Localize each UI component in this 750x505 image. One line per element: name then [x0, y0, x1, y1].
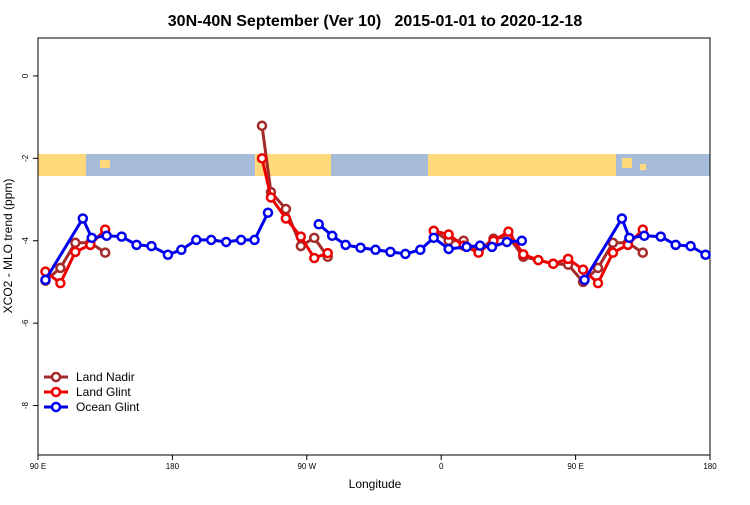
data-point — [474, 240, 486, 251]
y-tick-label: -2 — [21, 154, 30, 162]
data-point — [577, 264, 589, 275]
data-point — [191, 234, 202, 246]
data-point — [637, 247, 649, 258]
data-point — [461, 241, 472, 253]
data-point — [547, 258, 559, 270]
data-point — [443, 229, 454, 240]
data-point — [77, 213, 89, 224]
x-tick-label: 0 — [439, 462, 444, 471]
data-point — [205, 234, 217, 246]
map-strip — [38, 154, 710, 176]
data-point — [116, 231, 127, 242]
data-point — [385, 246, 396, 258]
data-point — [176, 244, 187, 256]
data-point — [370, 244, 381, 256]
data-point — [235, 234, 247, 246]
data-point — [280, 203, 292, 215]
y-tick-label: -6 — [21, 319, 30, 327]
data-point — [70, 246, 81, 258]
data-point — [415, 244, 426, 256]
data-point — [131, 239, 142, 251]
data-point — [309, 232, 320, 244]
data-point — [592, 262, 604, 274]
data-point — [516, 235, 528, 246]
data-point — [309, 252, 320, 264]
data-point — [518, 249, 529, 260]
data-point — [70, 237, 81, 249]
legend-marker — [50, 401, 62, 413]
x-tick-label: 90 E — [30, 462, 46, 471]
legend-label: Land Glint — [76, 385, 131, 399]
data-point — [486, 241, 498, 253]
y-tick-label: -4 — [21, 237, 30, 245]
data-point — [670, 239, 681, 251]
data-point — [355, 242, 366, 253]
data-point — [501, 236, 513, 248]
legend-label: Land Nadir — [76, 370, 135, 384]
data-point — [295, 240, 307, 252]
x-tick-label: 180 — [703, 462, 717, 471]
data-point — [533, 254, 544, 266]
x-axis-label: Longitude — [349, 477, 402, 491]
data-point — [607, 237, 619, 249]
y-axis-label: XCO2 - MLO trend (ppm) — [1, 179, 15, 314]
data-point — [443, 243, 454, 255]
x-tick-label: 180 — [166, 462, 180, 471]
data-point — [220, 236, 232, 248]
x-tick-label: 90 W — [297, 462, 316, 471]
legend-marker — [50, 371, 62, 383]
data-point — [503, 226, 514, 237]
data-point — [655, 231, 666, 242]
data-point — [592, 277, 604, 289]
data-point — [262, 207, 274, 218]
series-line — [44, 125, 644, 284]
data-point — [256, 153, 268, 164]
data-point — [616, 213, 628, 224]
data-point — [639, 230, 650, 242]
data-point — [256, 120, 268, 132]
data-point — [249, 234, 260, 246]
data-point — [265, 192, 277, 203]
data-point — [624, 232, 635, 244]
data-point — [55, 262, 66, 274]
data-point — [428, 232, 439, 244]
data-point — [40, 274, 51, 286]
data-point — [162, 249, 174, 260]
data-point — [86, 232, 98, 244]
data-point — [101, 230, 112, 242]
legend-marker — [50, 386, 62, 398]
chart-title: 30N-40N September (Ver 10) 2015-01-01 to… — [168, 13, 583, 30]
data-point — [295, 231, 307, 242]
y-tick-label: 0 — [21, 73, 30, 78]
data-point — [340, 239, 351, 251]
data-point — [700, 249, 711, 260]
y-tick-label: -8 — [21, 401, 30, 409]
legend-label: Ocean Glint — [76, 400, 140, 414]
data-point — [55, 277, 66, 289]
data-point — [685, 240, 696, 252]
data-point — [326, 230, 338, 242]
x-tick-label: 90 E — [567, 462, 583, 471]
data-point — [280, 213, 292, 224]
data-point — [579, 274, 590, 286]
data-point — [607, 247, 619, 258]
data-point — [99, 247, 111, 258]
plot-frame — [37, 37, 711, 456]
data-point — [313, 218, 324, 230]
data-point — [562, 253, 574, 265]
data-point — [322, 247, 333, 259]
data-point — [146, 240, 157, 252]
data-point — [400, 248, 411, 260]
